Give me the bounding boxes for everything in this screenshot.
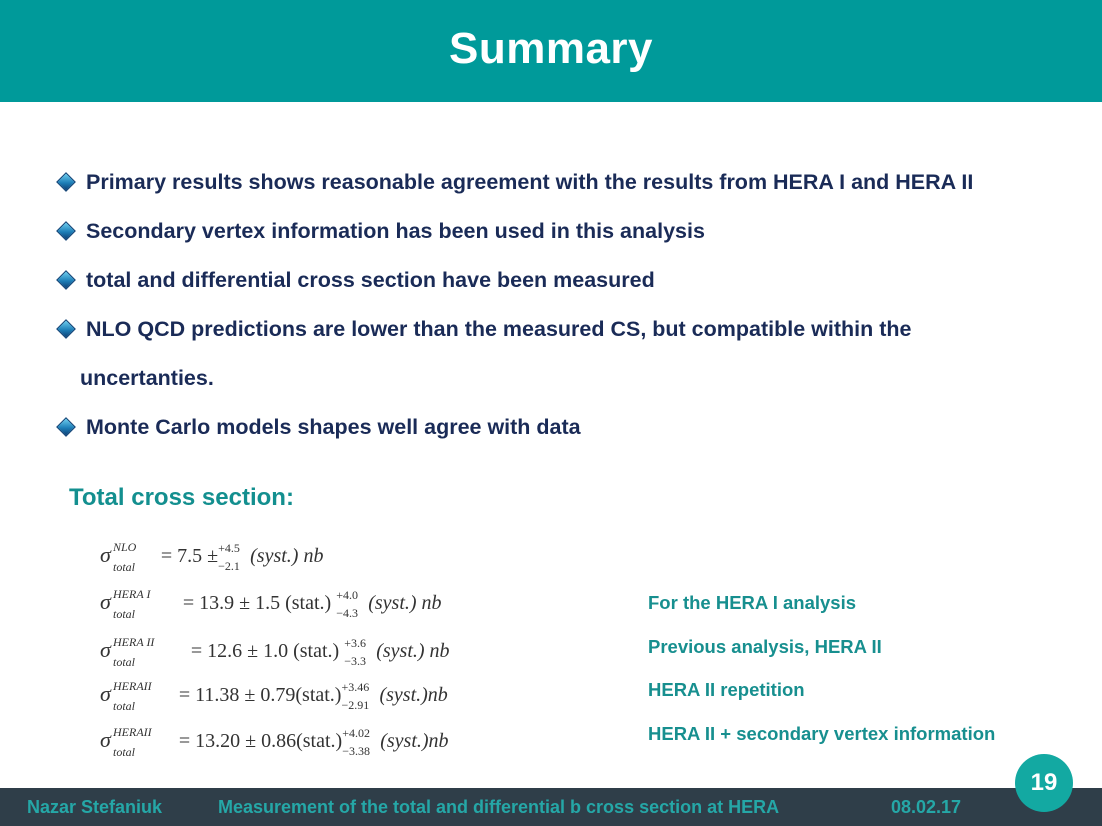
diamond-bullet-icon: [56, 172, 76, 192]
bullet-text: Primary results shows reasonable agreeme…: [86, 170, 974, 194]
footer-date: 08.02.17: [891, 797, 962, 817]
diamond-bullet-icon: [56, 221, 76, 241]
bullet-text: Monte Carlo models shapes well agree wit…: [86, 415, 581, 439]
sigma-symbol: σ HERA II total: [100, 635, 155, 669]
bullet-text: total and differential cross section hav…: [86, 268, 655, 292]
diamond-bullet-icon: [56, 417, 76, 437]
formula-hera-2: σ HERA II total = 12.6 ± 1.0 (stat.) +3.6 −3…: [100, 635, 450, 669]
bullet-text: NLO QCD predictions are lower than the m…: [86, 317, 912, 341]
sigma-symbol: σ HERAII total: [100, 679, 152, 713]
bullet-text: uncertanties.: [80, 366, 214, 390]
sigma-symbol: σ NLO total: [100, 540, 137, 574]
diamond-bullet-icon: [56, 319, 76, 339]
slide-header: Summary: [0, 0, 1102, 102]
bullet-item: NLO QCD predictions are lower than the m…: [56, 313, 1076, 362]
diamond-bullet-icon: [56, 270, 76, 290]
bullet-item: Secondary vertex information has been us…: [56, 215, 1076, 264]
bullet-item: total and differential cross section hav…: [56, 264, 1076, 313]
formula-note: HERA II + secondary vertex information: [648, 723, 996, 744]
bullet-item: Primary results shows reasonable agreeme…: [56, 166, 1076, 215]
page-number-badge: 19: [1015, 754, 1073, 812]
sigma-symbol: σ HERAII total: [100, 725, 152, 759]
footer-author: Nazar Stefaniuk: [27, 797, 163, 817]
bullet-list: Primary results shows reasonable agreeme…: [56, 166, 1076, 460]
slide-footer: Nazar Stefaniuk Measurement of the total…: [0, 788, 1102, 826]
formula-hera-2-repetition: σ HERAII total = 11.38 ± 0.79(stat.) +3.46 −2…: [100, 679, 448, 713]
formula-note: For the HERA I analysis: [648, 592, 857, 613]
formula-nlo: σ NLO total = 7.5 ± +4.5 −2.1 (syst.) nb: [100, 540, 324, 574]
bullet-item-continuation: uncertanties.: [56, 362, 1076, 411]
bullet-text: Secondary vertex information has been us…: [86, 219, 705, 243]
section-title: Total cross section:: [69, 484, 294, 511]
bullet-item: Monte Carlo models shapes well agree wit…: [56, 411, 1076, 460]
slide-title: Summary: [448, 24, 654, 73]
formula-note: Previous analysis, HERA II: [648, 636, 882, 657]
footer-talk-title: Measurement of the total and differentia…: [218, 797, 780, 817]
formula-hera-2-secondary-vertex: σ HERAII total = 13.20 ± 0.86(stat.) +4.02 −3…: [100, 725, 449, 759]
formula-note: HERA II repetition: [648, 679, 805, 700]
